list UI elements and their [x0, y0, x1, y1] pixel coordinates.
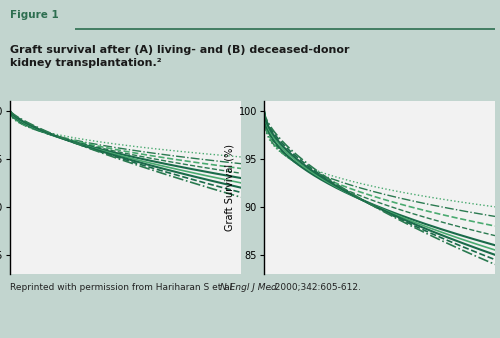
- Text: N Engl J Med: N Engl J Med: [220, 283, 276, 292]
- Text: Graft survival after (A) living- and (B) deceased-donor
kidney transplantation.²: Graft survival after (A) living- and (B)…: [10, 45, 349, 68]
- Y-axis label: Graft Survival (%): Graft Survival (%): [224, 144, 234, 231]
- Text: Reprinted with permission from Hariharan S et al.: Reprinted with permission from Hariharan…: [10, 283, 238, 292]
- Text: . 2000;342:605-612.: . 2000;342:605-612.: [270, 283, 362, 292]
- Text: Figure 1: Figure 1: [10, 10, 59, 20]
